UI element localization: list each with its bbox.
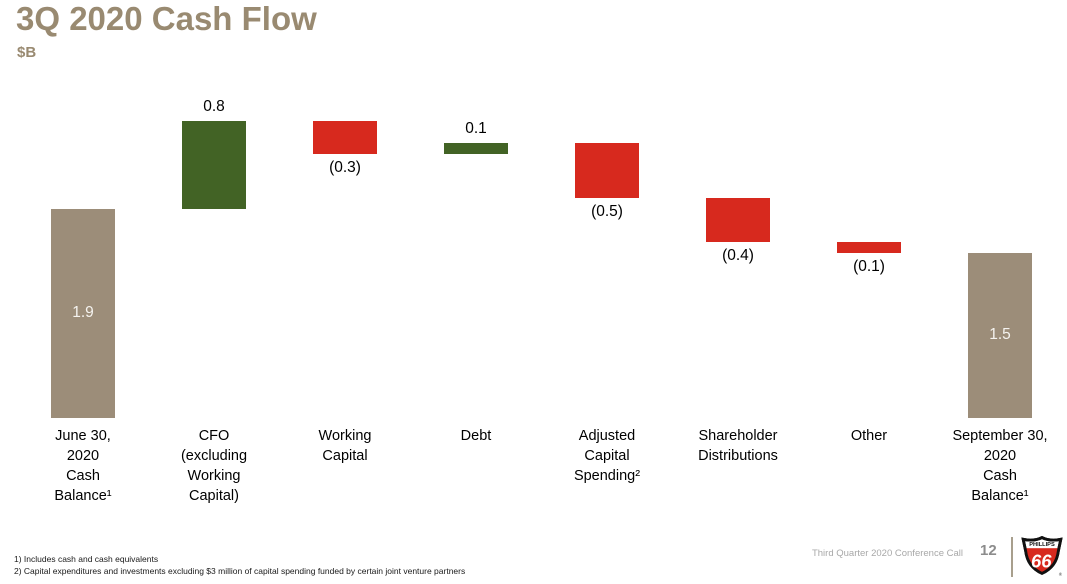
bar-shareholder-distributions <box>706 198 770 242</box>
units-label: $B <box>17 44 37 61</box>
page-number: 12 <box>980 542 997 559</box>
category-label-adjusted-capital-spending: Adjusted Capital Spending² <box>573 428 641 484</box>
footnote-1: 1) Includes cash and cash equivalents <box>14 554 159 564</box>
footnotes: 1) Includes cash and cash equivalents 2)… <box>14 553 465 577</box>
page-title: 3Q 2020 Cash Flow <box>16 0 317 37</box>
bar-june-30-2020-cash-balance <box>51 209 115 418</box>
category-label-september-30-2020-cash-balance: September 30, 2020 Cash Balance¹ <box>952 428 1048 504</box>
logo-registered-mark: ® <box>1059 572 1063 577</box>
footnote-2: 2) Capital expenditures and investments … <box>14 566 466 576</box>
value-label-shareholder-distributions: (0.4) <box>722 247 754 264</box>
conference-call-label: Third Quarter 2020 Conference Call <box>811 548 963 559</box>
category-label-other: Other <box>850 428 888 444</box>
logo-number-text: 66 <box>1031 551 1052 572</box>
value-label-working-capital: (0.3) <box>329 159 361 176</box>
value-label-cfo-excluding-working-capital: 0.8 <box>203 98 225 115</box>
value-label-september-30-2020-cash-balance: 1.5 <box>989 326 1011 343</box>
category-label-june-30-2020-cash-balance: June 30, 2020 Cash Balance¹ <box>54 428 112 504</box>
value-label-adjusted-capital-spending: (0.5) <box>591 203 623 220</box>
value-label-june-30-2020-cash-balance: 1.9 <box>72 304 94 321</box>
phillips-66-logo-icon: PHILLIPS 66 ® <box>1021 535 1063 577</box>
bar-september-30-2020-cash-balance <box>968 253 1032 418</box>
bar-cfo-excluding-working-capital <box>182 121 246 209</box>
logo-brand-text: PHILLIPS <box>1029 542 1055 548</box>
category-label-debt: Debt <box>460 428 492 444</box>
bar-working-capital <box>313 121 377 154</box>
category-label-cfo-excluding-working-capital: CFO (excluding Working Capital) <box>180 428 248 504</box>
bar-other <box>837 242 901 253</box>
bar-debt <box>444 143 508 154</box>
category-label-shareholder-distributions: Shareholder Distributions <box>698 428 778 464</box>
value-label-debt: 0.1 <box>465 120 487 137</box>
category-label-working-capital: Working Capital <box>318 428 372 464</box>
bar-adjusted-capital-spending <box>575 143 639 198</box>
value-label-other: (0.1) <box>853 258 885 275</box>
footer-divider <box>1011 537 1013 577</box>
